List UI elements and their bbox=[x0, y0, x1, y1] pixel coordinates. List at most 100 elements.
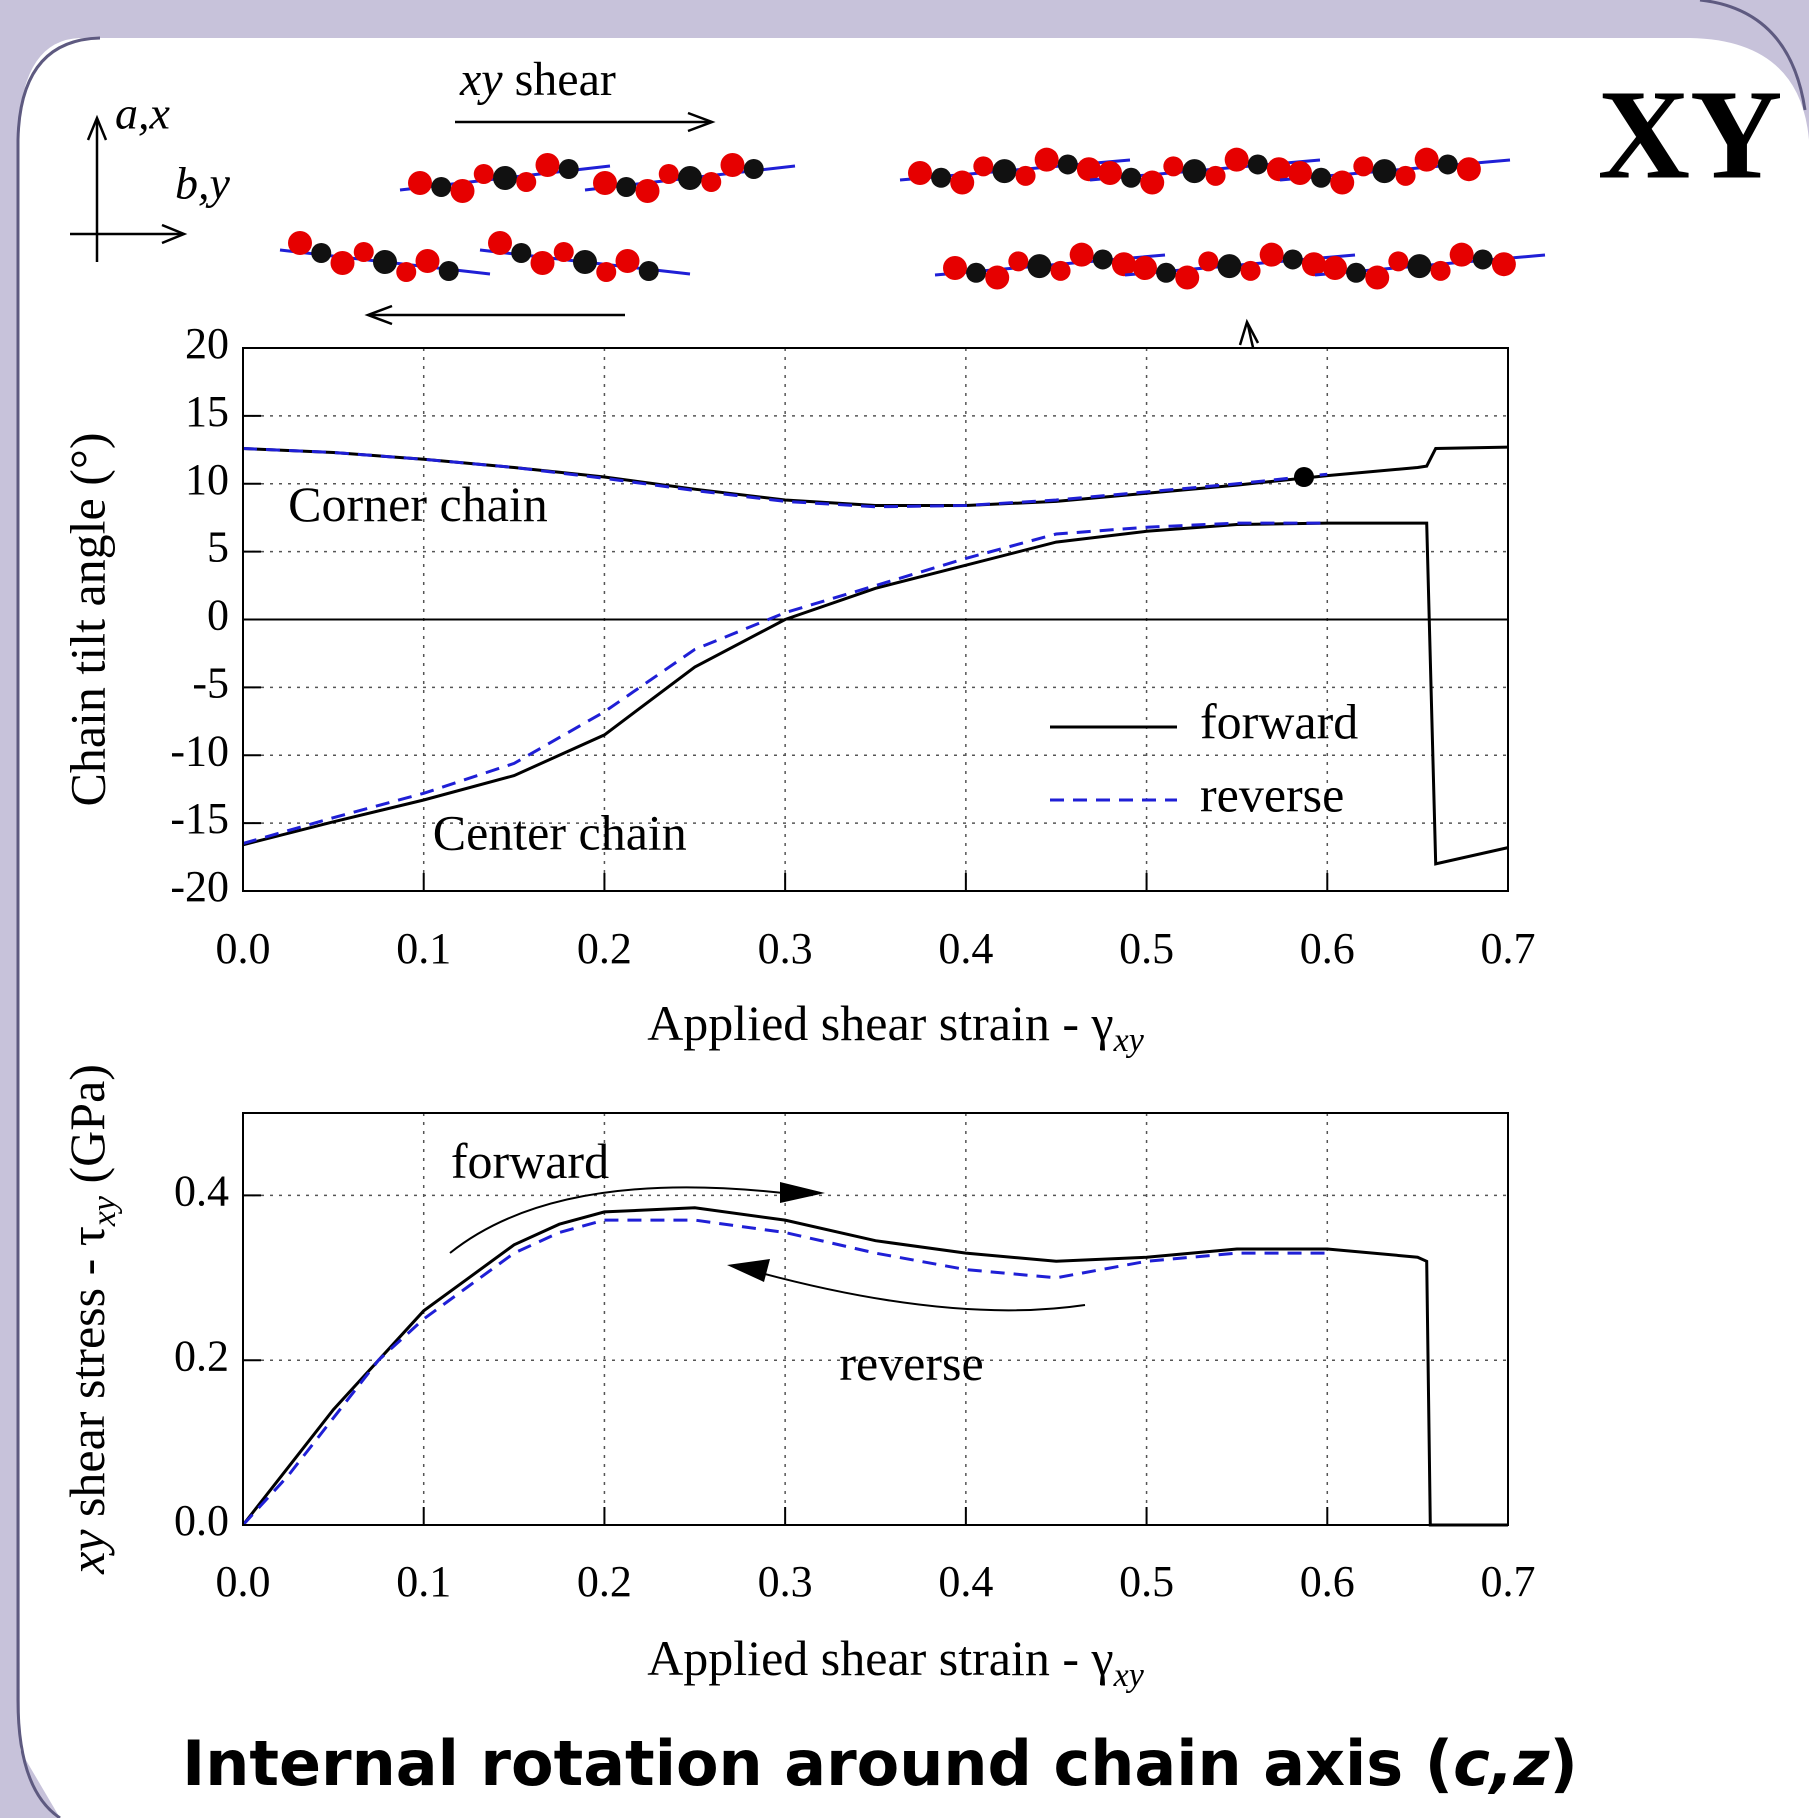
atom bbox=[1301, 252, 1326, 277]
atom bbox=[616, 177, 637, 197]
y-tick-label: 0.4 bbox=[174, 1166, 229, 1215]
atom bbox=[1282, 249, 1303, 270]
y-tick-label: 5 bbox=[207, 523, 229, 572]
atom bbox=[678, 166, 702, 190]
x-tick-label: 0.7 bbox=[1481, 1557, 1536, 1606]
axis-a-label: a,x bbox=[115, 88, 171, 139]
atom bbox=[1076, 157, 1101, 182]
atom bbox=[593, 171, 617, 195]
arrow-head bbox=[1238, 318, 1260, 346]
atom bbox=[1175, 265, 1200, 290]
atom bbox=[943, 256, 967, 280]
atom bbox=[450, 179, 475, 203]
x-tick-label: 0.0 bbox=[216, 1557, 271, 1606]
marker-dot bbox=[1294, 467, 1314, 487]
atom bbox=[1121, 167, 1142, 188]
atom bbox=[1430, 260, 1451, 281]
shear-label: xy shear bbox=[459, 53, 616, 106]
y-tick-label: -10 bbox=[170, 726, 229, 775]
atom bbox=[973, 156, 994, 177]
plot-frame bbox=[242, 1112, 1509, 1526]
atom bbox=[638, 261, 659, 281]
atom bbox=[1050, 260, 1071, 281]
x-tick-label: 0.1 bbox=[396, 1557, 451, 1606]
y-tick-label: 15 bbox=[185, 387, 229, 436]
atom bbox=[408, 171, 432, 195]
x-label-main: Applied shear strain - γ bbox=[647, 995, 1113, 1051]
atom bbox=[1098, 161, 1122, 185]
atom bbox=[658, 164, 679, 184]
arrow-head bbox=[780, 1182, 825, 1203]
plot-area bbox=[243, 1113, 1508, 1525]
atom bbox=[1472, 249, 1493, 270]
atom bbox=[635, 179, 660, 203]
x-label-sub: xy bbox=[1113, 1022, 1145, 1059]
atom bbox=[950, 170, 975, 195]
atom bbox=[1395, 165, 1416, 186]
atom bbox=[1259, 242, 1284, 267]
atom bbox=[1057, 154, 1078, 175]
y-tick-label: -5 bbox=[192, 658, 229, 707]
series-line bbox=[241, 1218, 1328, 1527]
atom bbox=[1456, 157, 1481, 182]
title-italic: c,z bbox=[1453, 1727, 1550, 1800]
atom bbox=[992, 159, 1017, 184]
atom bbox=[553, 242, 574, 262]
chart: 0.0 0.1 0.2 0.3 0.4 0.5 0.6 0.7 -20 -15 -10 -5 0 5 10 1… bbox=[59, 319, 1535, 1059]
series-line bbox=[242, 521, 1328, 845]
atom bbox=[535, 153, 560, 177]
guide-arrow bbox=[449, 1186, 801, 1254]
annotation: forward bbox=[451, 1133, 609, 1189]
atom bbox=[473, 164, 494, 184]
y-tick-label: 10 bbox=[185, 455, 229, 504]
x-tick-label: 0.0 bbox=[216, 924, 271, 973]
atom bbox=[1372, 159, 1397, 184]
y-axis-label: Chain tilt angle (°) bbox=[59, 432, 115, 806]
atom bbox=[743, 159, 764, 179]
atom bbox=[1092, 249, 1113, 270]
y-tick-label: 0.0 bbox=[174, 1496, 229, 1545]
annotation: reverse bbox=[839, 1335, 983, 1391]
shear-text: shear bbox=[503, 53, 616, 106]
guide-arrow bbox=[749, 1269, 1086, 1312]
x-tick-label: 0.6 bbox=[1300, 1557, 1355, 1606]
atom bbox=[1163, 156, 1184, 177]
atom bbox=[1133, 256, 1157, 280]
annotation: Center chain bbox=[433, 805, 687, 861]
atom bbox=[985, 265, 1010, 290]
series-line bbox=[241, 1206, 1508, 1527]
atom bbox=[1353, 156, 1374, 177]
x-axis-label: Applied shear strain - γxy bbox=[647, 995, 1144, 1058]
atom bbox=[353, 242, 374, 262]
x-tick-label: 0.2 bbox=[577, 1557, 632, 1606]
atom bbox=[493, 166, 517, 190]
y-tick-label: 20 bbox=[185, 319, 229, 368]
x-label-main: Applied shear strain - γ bbox=[647, 1630, 1113, 1686]
footer-title: Internal rotation around chain axis (c,z… bbox=[182, 1727, 1578, 1800]
atom bbox=[1414, 147, 1439, 172]
atom bbox=[330, 251, 355, 275]
arrow-head bbox=[86, 114, 108, 141]
series-line bbox=[242, 521, 1509, 866]
annotation: Corner chain bbox=[288, 476, 548, 532]
atom bbox=[311, 243, 332, 263]
x-tick-label: 0.4 bbox=[938, 1557, 993, 1606]
atom bbox=[396, 262, 417, 282]
atom bbox=[1449, 242, 1474, 267]
atom bbox=[1224, 147, 1249, 172]
atom bbox=[511, 243, 532, 263]
atom bbox=[615, 249, 640, 273]
atom bbox=[1140, 170, 1165, 195]
axis-b-label: b,y bbox=[175, 158, 231, 209]
atom bbox=[1008, 251, 1029, 272]
arrow-head bbox=[687, 111, 716, 133]
atom bbox=[1182, 159, 1207, 184]
panel bbox=[18, 38, 1809, 1818]
y-label-part: shear stress - τ bbox=[59, 1226, 115, 1529]
series-line bbox=[242, 447, 1328, 509]
atom bbox=[1027, 254, 1052, 279]
atom bbox=[415, 249, 440, 273]
x-axis-label: Applied shear strain - γxy bbox=[647, 1630, 1144, 1693]
atom bbox=[516, 172, 537, 192]
